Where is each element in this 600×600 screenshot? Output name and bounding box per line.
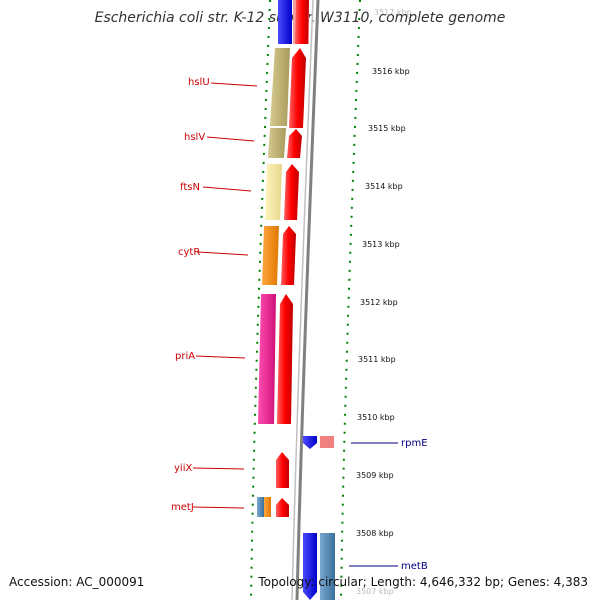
ftsN-connector [202, 186, 252, 192]
gene-arrow-priA[interactable] [277, 294, 293, 424]
tick-label-3517: 3517 kbp [374, 8, 412, 17]
tick-label-3515: 3515 kbp [368, 124, 406, 133]
gene-label-rpmE[interactable]: rpmE [401, 438, 428, 449]
hslU-connector [210, 82, 258, 87]
tick-label-3513: 3513 kbp [362, 240, 400, 249]
gene-block-rpmE[interactable] [320, 436, 334, 448]
accession-label: Accession: AC_000091 [9, 575, 145, 589]
gene-label-metJ[interactable]: metJ [171, 502, 194, 513]
gene-arrow-top-red[interactable] [295, 0, 309, 44]
gene-arrow-metJ[interactable] [276, 498, 289, 517]
gene-arrow-hslV[interactable] [287, 129, 302, 158]
right-tick-track [340, 0, 361, 600]
gene-label-ftsN[interactable]: ftsN [180, 182, 200, 193]
genome-axis [295, 0, 320, 600]
gene-label-cytR[interactable]: cytR [178, 247, 200, 258]
gene-block-metJ-b[interactable] [264, 497, 271, 517]
gene-arrow-hslU[interactable] [289, 48, 306, 128]
gene-block-metB[interactable] [320, 533, 335, 600]
gene-arrow-ftsN[interactable] [284, 164, 299, 220]
tick-label-3512: 3512 kbp [360, 298, 398, 307]
gene-label-hslV[interactable]: hslV [184, 132, 205, 143]
tick-label-3510: 3510 kbp [357, 413, 395, 422]
gene-arrow-cytR[interactable] [281, 226, 296, 285]
tick-label-3514: 3514 kbp [365, 182, 403, 191]
gene-block-top-blue[interactable] [278, 0, 292, 44]
tick-label-3511: 3511 kbp [358, 355, 396, 364]
gene-block-hslV[interactable] [268, 128, 286, 158]
gene-block-metJ-a[interactable] [257, 497, 264, 517]
gene-label-metB[interactable]: metB [401, 561, 428, 572]
tick-label-3509: 3509 kbp [356, 471, 394, 480]
gene-block-ftsN[interactable] [265, 164, 282, 220]
gene-block-hslU[interactable] [270, 48, 290, 126]
topology-label: Topology: circular; Length: 4,646,332 bp… [258, 575, 588, 589]
gene-arrow-metB[interactable] [303, 533, 317, 600]
metJ-connector [192, 506, 245, 509]
gene-label-yiiX[interactable]: yiiX [174, 463, 192, 474]
gene-block-priA[interactable] [258, 294, 276, 424]
tick-label-3508: 3508 kbp [356, 529, 394, 538]
cytR-connector [197, 251, 249, 256]
yiiX-connector [192, 467, 245, 470]
gene-block-cytR[interactable] [262, 226, 279, 285]
tick-label-3516: 3516 kbp [372, 67, 410, 76]
priA-connector [195, 355, 246, 359]
hslV-connector [206, 136, 255, 142]
gene-label-priA[interactable]: priA [175, 351, 195, 362]
gene-label-hslU[interactable]: hslU [188, 77, 210, 88]
genome-axis-inner [291, 0, 314, 600]
gene-arrow-yiiX[interactable] [276, 452, 289, 488]
gene-arrow-rpmE[interactable] [303, 436, 317, 449]
tick-label-3507: 3507 kbp [356, 587, 394, 596]
